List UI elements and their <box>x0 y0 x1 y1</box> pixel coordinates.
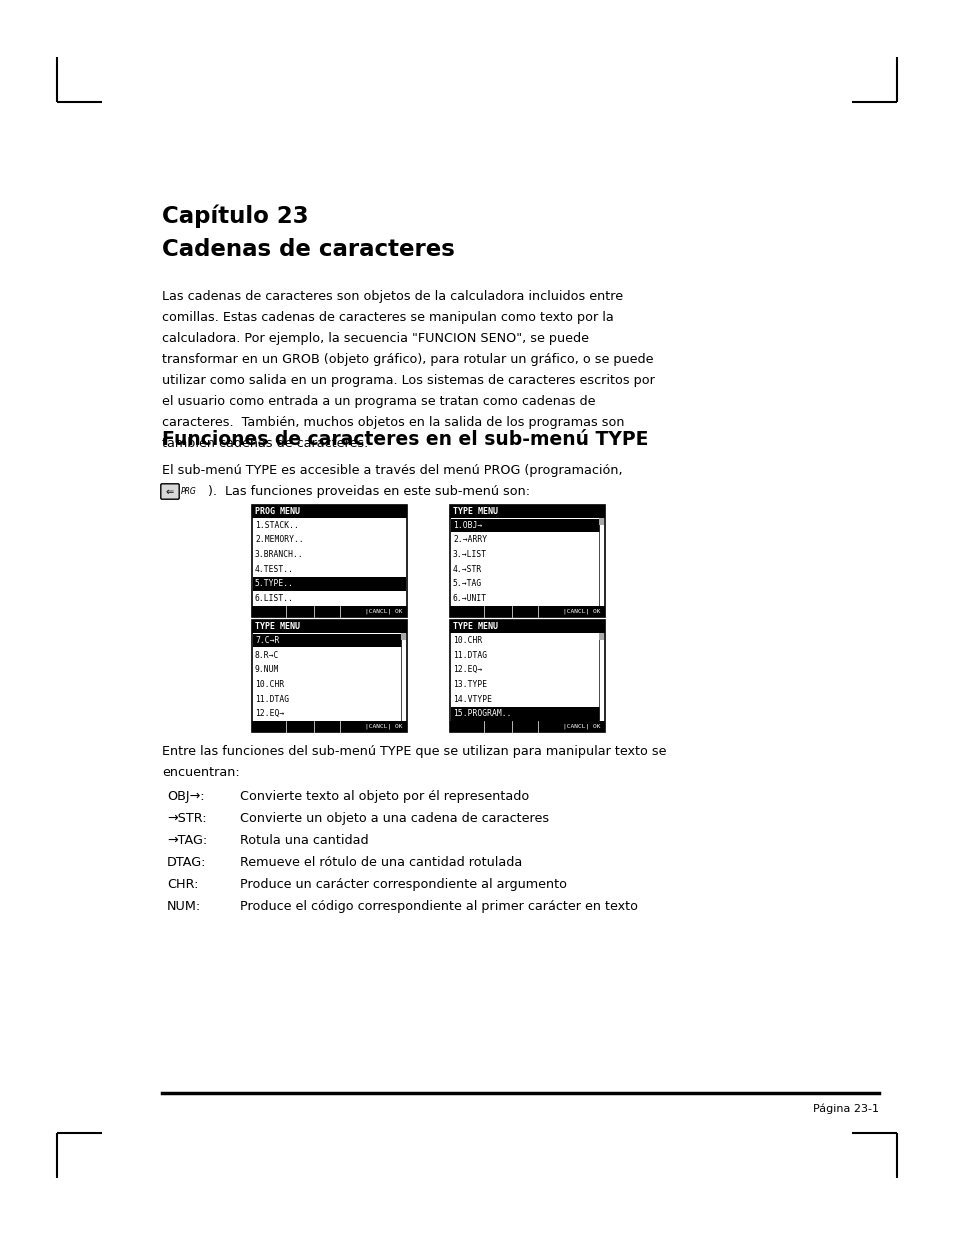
Text: 3.BRANCH..: 3.BRANCH.. <box>254 550 303 559</box>
Text: 2.MEMORY..: 2.MEMORY.. <box>254 536 303 545</box>
Text: |CANCL| OK: |CANCL| OK <box>563 609 600 614</box>
Text: 13.TYPE: 13.TYPE <box>453 679 487 689</box>
Text: NUM:: NUM: <box>167 900 201 913</box>
Bar <box>252 505 407 517</box>
Text: Cadenas de caracteres: Cadenas de caracteres <box>162 238 455 261</box>
Bar <box>598 517 603 525</box>
Bar <box>450 606 604 618</box>
Text: 11.DTAG: 11.DTAG <box>453 651 487 659</box>
Text: Produce un carácter correspondiente al argumento: Produce un carácter correspondiente al a… <box>240 878 566 890</box>
Text: 3.→LIST: 3.→LIST <box>453 550 487 559</box>
Text: 11.DTAG: 11.DTAG <box>254 694 289 704</box>
Bar <box>451 706 603 720</box>
Text: 7.C→R: 7.C→R <box>254 636 279 645</box>
Text: 10.CHR: 10.CHR <box>453 636 482 645</box>
Text: Produce el código correspondiente al primer carácter en texto: Produce el código correspondiente al pri… <box>240 900 638 913</box>
Text: |CANCL| OK: |CANCL| OK <box>365 724 402 729</box>
Text: encuentran:: encuentran: <box>162 766 239 779</box>
Bar <box>450 505 604 618</box>
Text: 1.OBJ→: 1.OBJ→ <box>453 521 482 530</box>
Text: CHR:: CHR: <box>167 878 198 890</box>
Bar <box>400 634 406 640</box>
Text: →STR:: →STR: <box>167 811 207 825</box>
Text: TYPE MENU: TYPE MENU <box>453 622 497 631</box>
Text: 4.TEST..: 4.TEST.. <box>254 564 294 574</box>
Text: 8.R→C: 8.R→C <box>254 651 279 659</box>
Text: 2.→ARRY: 2.→ARRY <box>453 536 487 545</box>
Text: Entre las funciones del sub-menú TYPE que se utilizan para manipular texto se: Entre las funciones del sub-menú TYPE qu… <box>162 745 666 758</box>
Text: 5.TYPE..: 5.TYPE.. <box>254 579 294 589</box>
Text: 6.LIST..: 6.LIST.. <box>254 594 294 603</box>
Text: transformar en un GROB (objeto gráfico), para rotular un gráfico, o se puede: transformar en un GROB (objeto gráfico),… <box>162 353 653 366</box>
Bar <box>598 634 603 721</box>
Text: TYPE MENU: TYPE MENU <box>254 622 299 631</box>
Text: utilizar como salida en un programa. Los sistemas de caracteres escritos por: utilizar como salida en un programa. Los… <box>162 374 654 387</box>
Text: OBJ→:: OBJ→: <box>167 790 204 803</box>
Bar <box>252 620 407 732</box>
Text: 15.PROGRAM..: 15.PROGRAM.. <box>453 709 511 719</box>
Bar <box>252 620 407 634</box>
Text: |CANCL| OK: |CANCL| OK <box>365 609 402 614</box>
Text: →TAG:: →TAG: <box>167 834 207 847</box>
Text: 14.VTYPE: 14.VTYPE <box>453 694 492 704</box>
Text: Página 23-1: Página 23-1 <box>812 1103 878 1114</box>
Bar <box>253 577 406 590</box>
Text: ⇐: ⇐ <box>166 487 173 496</box>
Text: 6.→UNIT: 6.→UNIT <box>453 594 487 603</box>
Text: DTAG:: DTAG: <box>167 856 206 869</box>
Text: comillas. Estas cadenas de caracteres se manipulan como texto por la: comillas. Estas cadenas de caracteres se… <box>162 311 613 324</box>
Text: el usuario como entrada a un programa se tratan como cadenas de: el usuario como entrada a un programa se… <box>162 395 595 408</box>
Bar <box>450 505 604 517</box>
Bar <box>450 721 604 732</box>
Bar <box>252 505 407 618</box>
Bar <box>450 620 604 634</box>
Text: Remueve el rótulo de una cantidad rotulada: Remueve el rótulo de una cantidad rotula… <box>240 856 521 869</box>
Bar <box>253 634 406 647</box>
Text: TYPE MENU: TYPE MENU <box>453 508 497 516</box>
Text: caracteres.  También, muchos objetos en la salida de los programas son: caracteres. También, muchos objetos en l… <box>162 416 624 429</box>
Text: Rotula una cantidad: Rotula una cantidad <box>240 834 368 847</box>
FancyBboxPatch shape <box>161 484 179 499</box>
Bar <box>400 634 406 721</box>
Text: 4.→STR: 4.→STR <box>453 564 482 574</box>
Text: calculadora. Por ejemplo, la secuencia "FUNCION SENO", se puede: calculadora. Por ejemplo, la secuencia "… <box>162 332 588 345</box>
Text: PRG: PRG <box>181 487 196 495</box>
Text: PROG MENU: PROG MENU <box>254 508 299 516</box>
Text: 5.→TAG: 5.→TAG <box>453 579 482 589</box>
Text: Capítulo 23: Capítulo 23 <box>162 205 309 228</box>
Text: 10.CHR: 10.CHR <box>254 679 284 689</box>
Bar <box>450 620 604 732</box>
Text: también cadenas de caracteres.: también cadenas de caracteres. <box>162 437 368 450</box>
Bar <box>252 606 407 618</box>
Text: Funciones de caracteres en el sub-menú TYPE: Funciones de caracteres en el sub-menú T… <box>162 430 648 450</box>
Text: Convierte texto al objeto por él representado: Convierte texto al objeto por él represe… <box>240 790 529 803</box>
Text: Convierte un objeto a una cadena de caracteres: Convierte un objeto a una cadena de cara… <box>240 811 549 825</box>
Text: |CANCL| OK: |CANCL| OK <box>563 724 600 729</box>
Text: Las cadenas de caracteres son objetos de la calculadora incluidos entre: Las cadenas de caracteres son objetos de… <box>162 290 622 303</box>
Text: 9.NUM: 9.NUM <box>254 666 279 674</box>
Text: El sub-menú TYPE es accesible a través del menú PROG (programación,: El sub-menú TYPE es accesible a través d… <box>162 464 622 477</box>
Bar <box>598 634 603 640</box>
Text: 12.EQ→: 12.EQ→ <box>453 666 482 674</box>
Text: 1.STACK..: 1.STACK.. <box>254 521 298 530</box>
Text: 12.EQ→: 12.EQ→ <box>254 709 284 719</box>
Bar <box>598 517 603 606</box>
Bar <box>252 721 407 732</box>
Text: ).  Las funciones proveidas en este sub-menú son:: ). Las funciones proveidas en este sub-m… <box>208 485 530 498</box>
Bar <box>451 519 603 532</box>
